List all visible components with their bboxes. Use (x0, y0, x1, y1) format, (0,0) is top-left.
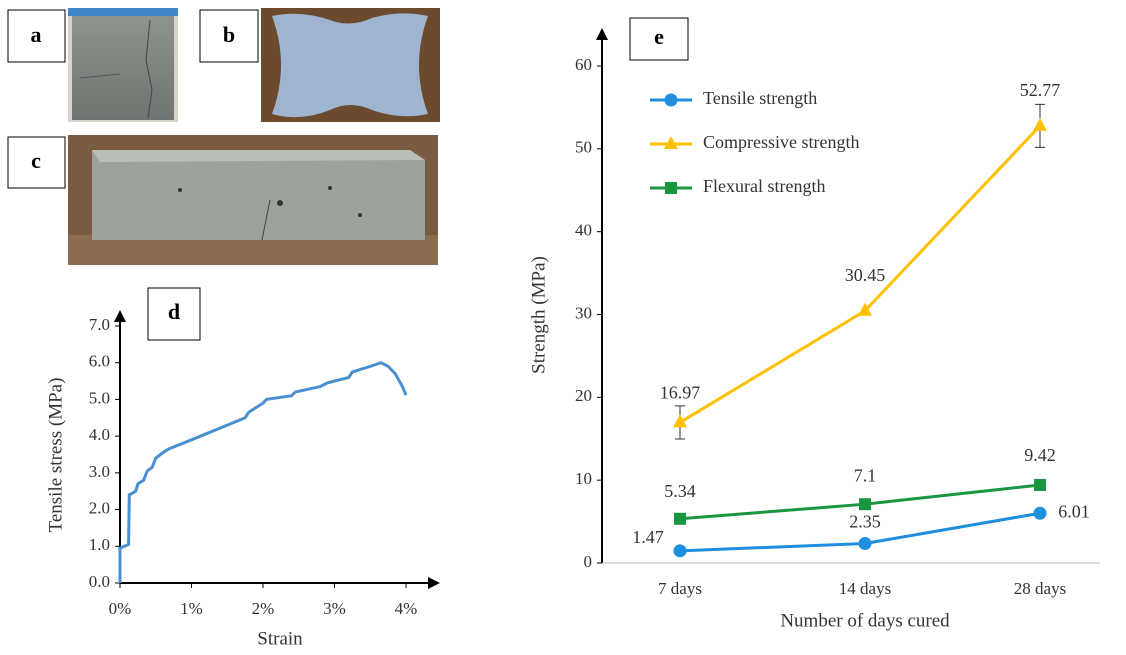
y-tick-label: 7.0 (89, 315, 110, 334)
label-box (7, 136, 66, 189)
panel-label: d (168, 299, 180, 324)
y-tick-label: 4.0 (89, 425, 110, 444)
marker (858, 302, 872, 316)
label-box (199, 9, 259, 63)
y-tick-label: 20 (575, 386, 592, 405)
legend-label: Compressive strength (703, 132, 859, 152)
x-axis-title: Number of days cured (780, 610, 950, 631)
marker (673, 544, 687, 558)
axis-arrow (114, 310, 126, 322)
y-tick-label: 30 (575, 303, 592, 322)
y-tick-label: 6.0 (89, 352, 110, 371)
label-box (147, 287, 201, 341)
data-label: 52.77 (1020, 80, 1061, 100)
x-tick-label: 2% (252, 599, 275, 618)
y-tick-label: 60 (575, 55, 592, 74)
y-tick-label: 0 (584, 552, 593, 571)
panel-label: e (654, 24, 664, 49)
y-tick-label: 3.0 (89, 462, 110, 481)
y-tick-label: 0.0 (89, 572, 110, 591)
data-label: 2.35 (849, 512, 881, 532)
marker (1033, 506, 1047, 520)
marker (858, 537, 872, 551)
label-box (7, 9, 66, 63)
marker (673, 414, 687, 428)
data-label: 7.1 (854, 465, 877, 485)
legend-marker (664, 136, 678, 149)
x-tick-label: 7 days (658, 579, 702, 598)
y-tick-label: 5.0 (89, 388, 110, 407)
axis-arrow (596, 28, 608, 40)
legend-marker (664, 93, 678, 107)
x-tick-label: 14 days (839, 579, 891, 598)
y-tick-label: 10 (575, 469, 592, 488)
legend-marker (665, 182, 677, 194)
data-label: 9.42 (1024, 445, 1056, 465)
y-axis-title: Tensile stress (MPa) (45, 378, 66, 533)
stress-strain-line (118, 361, 408, 583)
marker (1034, 478, 1046, 491)
data-label: 6.01 (1058, 501, 1090, 521)
y-tick-label: 1.0 (89, 535, 110, 554)
x-axis-title: Strain (257, 628, 303, 649)
x-tick-label: 0% (109, 599, 132, 618)
marker (674, 512, 686, 525)
y-tick-label: 40 (575, 221, 592, 240)
y-tick-label: 2.0 (89, 498, 110, 517)
x-tick-label: 3% (323, 599, 346, 618)
label-box (629, 17, 689, 61)
marker (859, 498, 871, 511)
panel-label: a (31, 22, 42, 47)
y-tick-label: 50 (575, 138, 592, 157)
data-label: 16.97 (660, 383, 701, 403)
photo-c (68, 135, 438, 265)
data-label: 30.45 (845, 265, 886, 285)
axis-arrow (428, 577, 440, 589)
panel-label: c (31, 148, 41, 173)
y-axis-title: Strength (MPa) (528, 256, 549, 374)
marker (1033, 117, 1047, 131)
x-tick-label: 1% (180, 599, 203, 618)
legend-label: Flexural strength (703, 176, 825, 196)
panel-label: b (223, 22, 235, 47)
data-label: 5.34 (664, 481, 696, 501)
data-label: 1.47 (632, 527, 664, 547)
photo-b (261, 8, 440, 122)
x-tick-label: 28 days (1014, 579, 1066, 598)
photo-a (68, 8, 178, 122)
x-tick-label: 4% (395, 599, 418, 618)
legend-label: Tensile strength (703, 88, 817, 108)
